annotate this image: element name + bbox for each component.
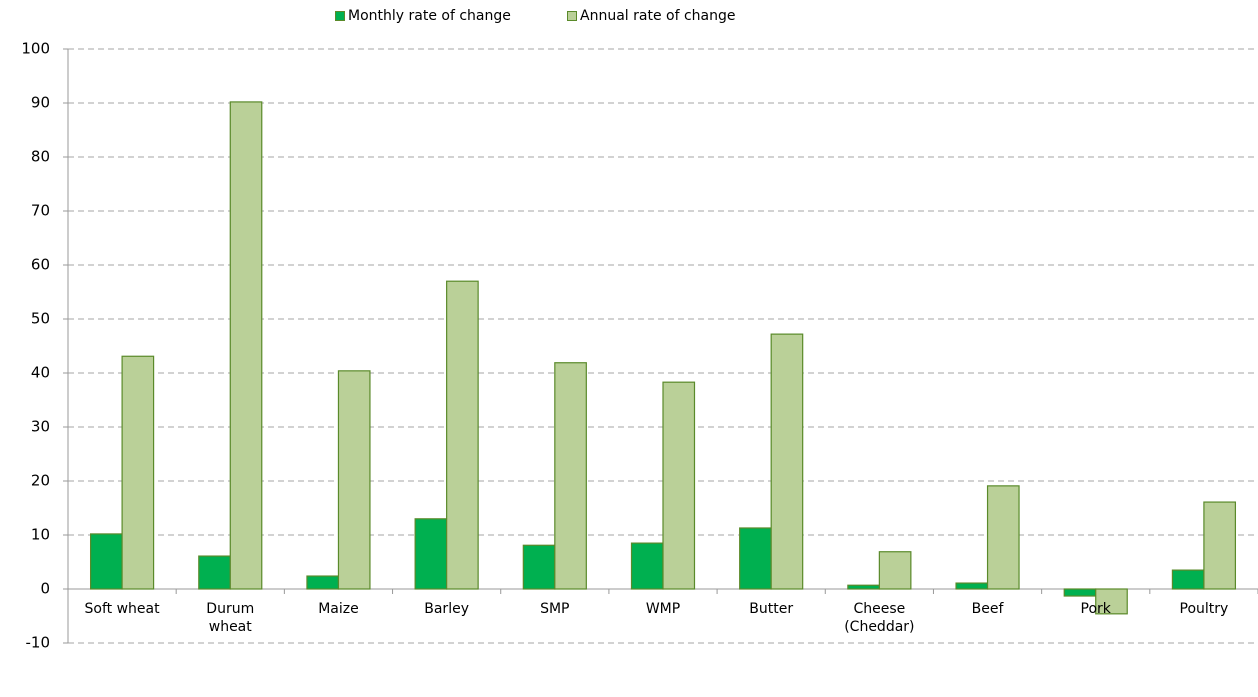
bar — [770, 333, 804, 590]
x-tick-label: Maize — [318, 601, 359, 617]
bar — [1063, 588, 1097, 597]
x-tick-label: Butter — [749, 601, 794, 617]
y-tick-label: 30 — [31, 418, 50, 436]
bar — [306, 575, 340, 590]
bar — [414, 518, 448, 590]
x-tick-label: Cheese (Cheddar) — [844, 601, 915, 635]
x-tick-label: Soft wheat — [84, 601, 160, 617]
y-tick-label: 50 — [31, 310, 50, 328]
x-tick-label: Pork — [1080, 601, 1111, 617]
bar — [446, 280, 479, 590]
y-tick-label: 90 — [31, 94, 50, 112]
bar — [1171, 569, 1205, 590]
x-tick-label: Beef — [971, 601, 1004, 617]
legend-item: Monthly rate of change — [335, 8, 511, 24]
bar — [89, 533, 123, 590]
x-tick-label: WMP — [645, 601, 681, 617]
bar — [198, 555, 231, 590]
bar — [229, 101, 263, 590]
y-tick-label: 70 — [31, 202, 50, 220]
bar — [630, 542, 664, 590]
y-tick-label: 0 — [40, 580, 50, 598]
x-tick-label: SMP — [540, 601, 570, 617]
bar — [739, 527, 772, 590]
bar — [1095, 588, 1128, 615]
bar — [522, 544, 556, 590]
y-tick-label: 10 — [31, 526, 50, 544]
bar — [986, 485, 1020, 590]
y-tick-label: 20 — [31, 472, 50, 490]
y-tick-label: 40 — [31, 364, 50, 382]
bar — [337, 370, 371, 590]
y-tick-label: -10 — [26, 634, 51, 652]
x-tick-label: Durum wheat — [206, 601, 255, 635]
bar — [1203, 501, 1237, 590]
bar — [847, 584, 880, 590]
legend-swatch — [567, 11, 577, 21]
bar — [662, 381, 696, 590]
bar — [554, 362, 587, 590]
legend-label: Annual rate of change — [580, 8, 736, 24]
bar — [955, 582, 989, 590]
legend-item: Annual rate of change — [567, 8, 735, 24]
x-tick-label: Poultry — [1179, 601, 1229, 617]
bar — [878, 551, 912, 590]
y-tick-label: 60 — [31, 256, 50, 274]
x-tick-label: Barley — [424, 601, 469, 617]
y-tick-label: 80 — [31, 148, 50, 166]
legend-label: Monthly rate of change — [348, 8, 511, 24]
bar — [121, 355, 155, 590]
y-tick-label: 100 — [21, 40, 50, 58]
legend-swatch — [335, 11, 345, 21]
